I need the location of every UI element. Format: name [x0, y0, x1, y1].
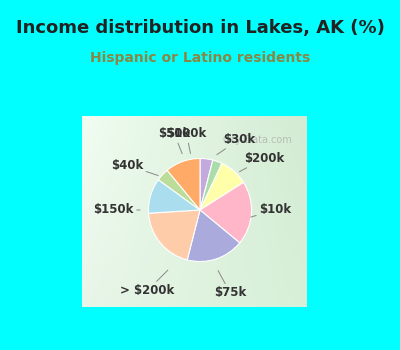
Wedge shape — [148, 180, 200, 213]
Text: $40k: $40k — [111, 159, 158, 175]
Text: Hispanic or Latino residents: Hispanic or Latino residents — [90, 51, 310, 65]
Text: $75k: $75k — [214, 271, 246, 299]
Text: Income distribution in Lakes, AK (%): Income distribution in Lakes, AK (%) — [16, 19, 384, 37]
Text: $10k: $10k — [251, 203, 291, 217]
Wedge shape — [148, 210, 200, 260]
Wedge shape — [200, 160, 222, 210]
Text: $50k: $50k — [158, 127, 190, 154]
Wedge shape — [187, 210, 240, 261]
Wedge shape — [200, 159, 213, 210]
Text: $200k: $200k — [240, 152, 284, 172]
Text: City-Data.com: City-Data.com — [222, 135, 292, 145]
Wedge shape — [200, 163, 244, 210]
Text: $150k: $150k — [94, 203, 140, 217]
Wedge shape — [167, 159, 200, 210]
Text: > $200k: > $200k — [120, 270, 174, 297]
Wedge shape — [200, 182, 252, 243]
Text: $100k: $100k — [166, 127, 207, 154]
Wedge shape — [158, 170, 200, 210]
Text: $30k: $30k — [217, 133, 255, 155]
